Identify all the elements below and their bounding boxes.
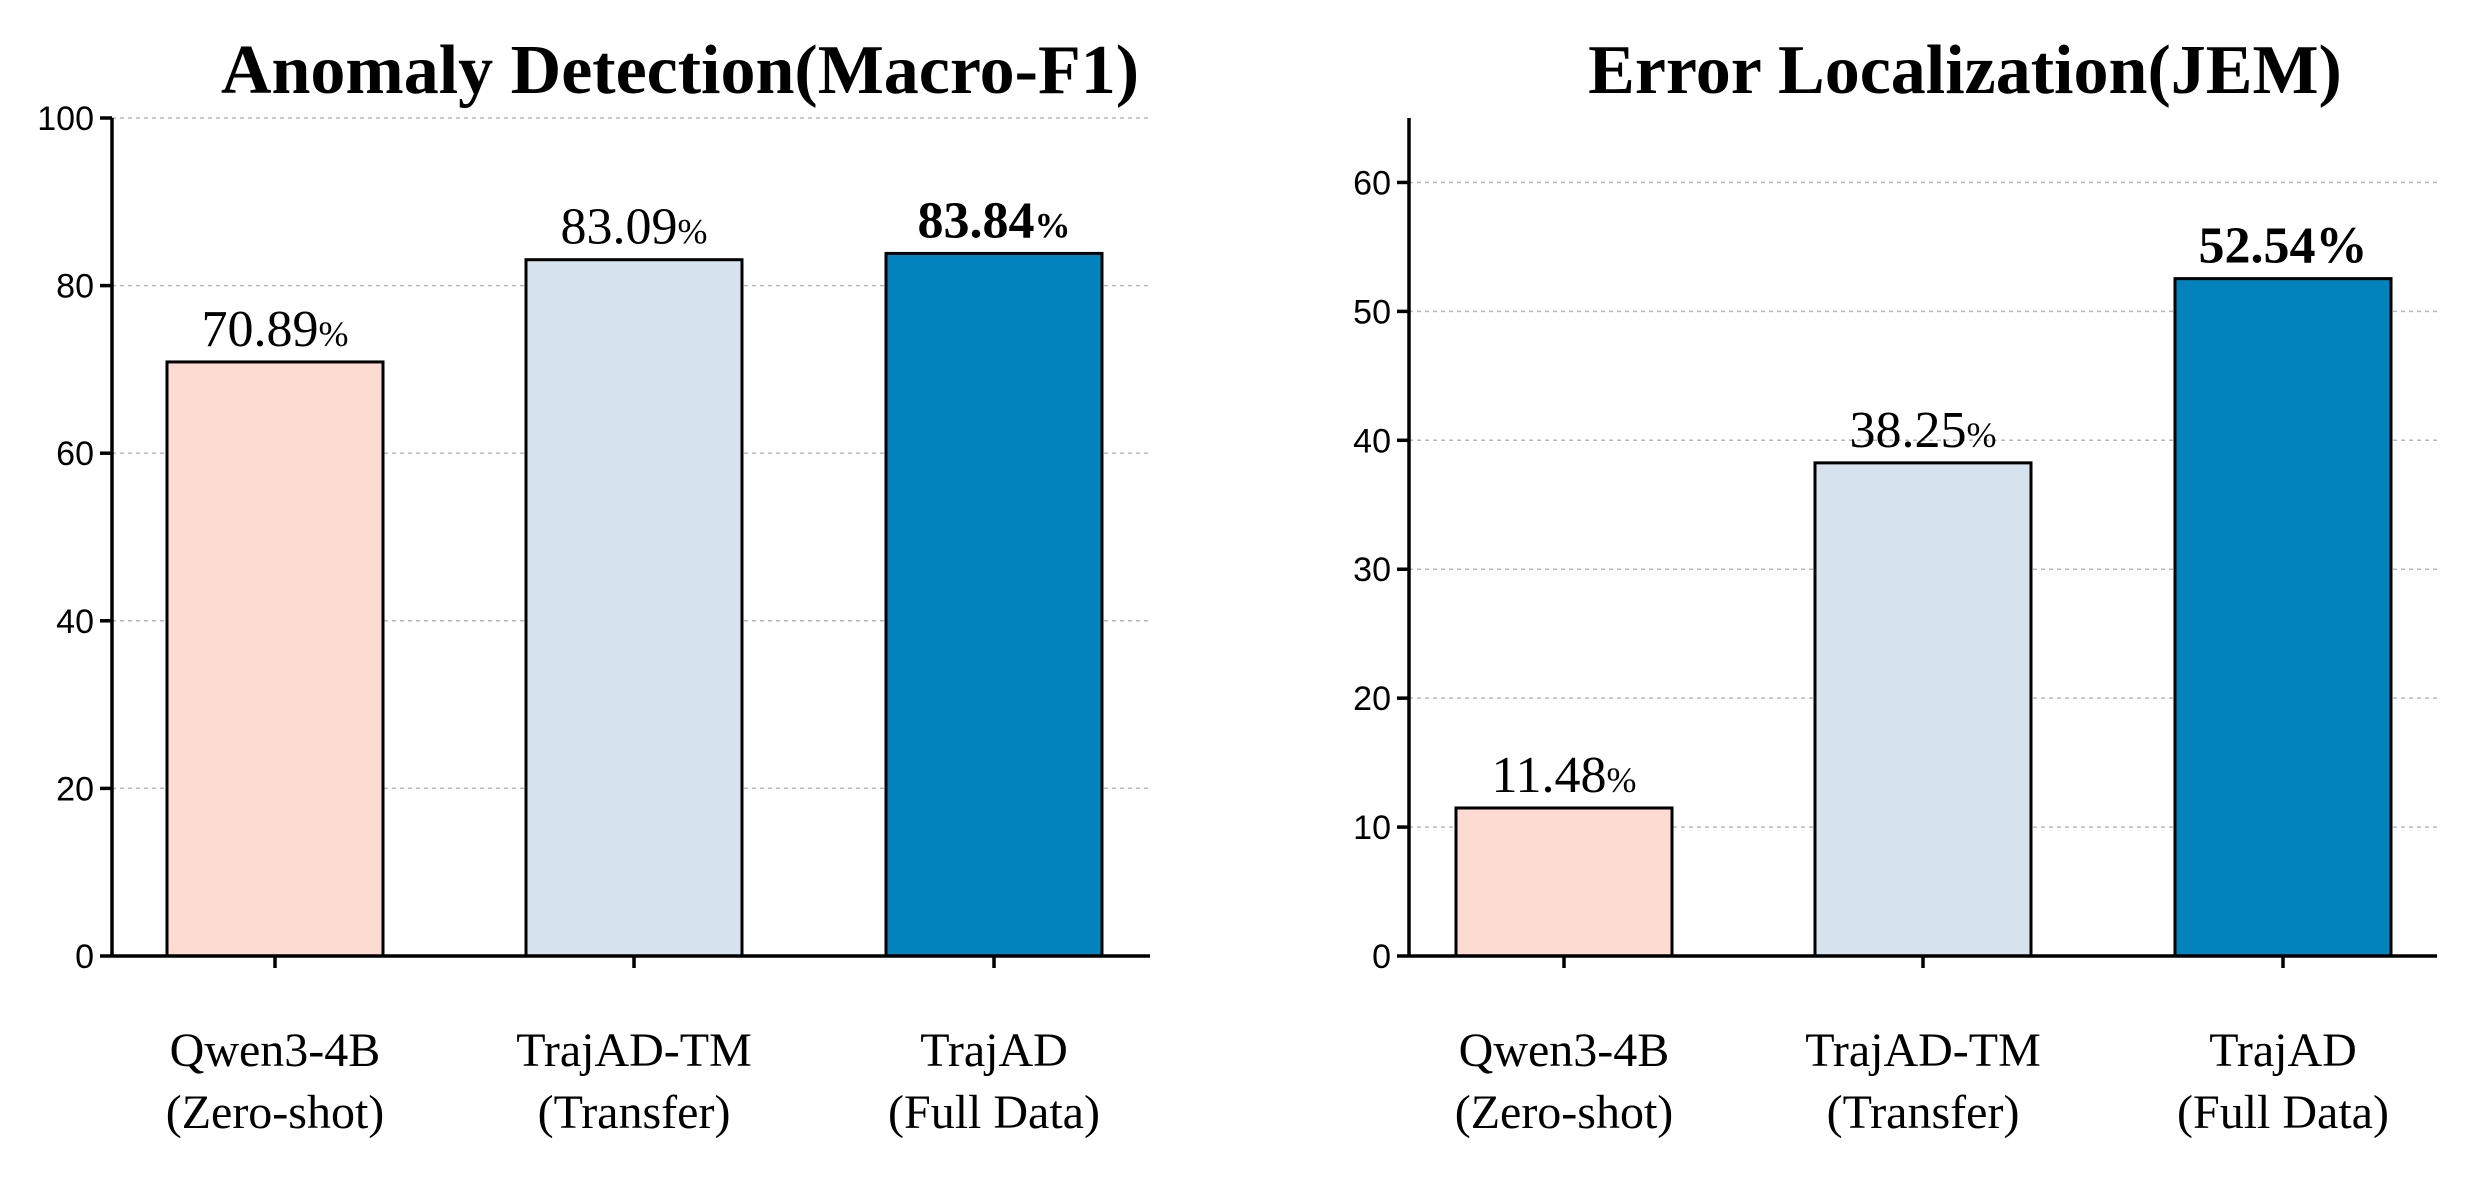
x-tick-label: Qwen3-4B (Zero-shot) <box>166 1024 385 1139</box>
data-label: 11.48% <box>1491 747 1636 804</box>
data-label-value: 38.25 <box>1850 402 1967 459</box>
y-tick-label: 60 <box>56 435 94 473</box>
bar <box>165 360 385 958</box>
x-tick-label-line: (Full Data) <box>2177 1086 2389 1139</box>
x-tick-label-line: (Transfer) <box>1827 1086 2020 1139</box>
chart-panel-1: Anomaly Detection(Macro-F1) 0 20 40 60 80 100 7… <box>37 32 1150 1139</box>
data-label-percent: % <box>678 212 708 252</box>
y-tick-label: 40 <box>1353 422 1391 460</box>
data-label-value: 70.89 <box>202 301 319 358</box>
x-tick-label-line: (Transfer) <box>538 1086 731 1139</box>
x-tick-label-line: Qwen3-4B <box>170 1024 381 1077</box>
data-label-percent: % <box>1607 760 1637 800</box>
chart-title: Error Localization(JEM) <box>1588 32 2342 109</box>
y-tick-label: 20 <box>56 770 94 808</box>
bar <box>524 258 744 958</box>
x-tick-label: TrajAD (Full Data) <box>2177 1024 2389 1139</box>
bar <box>2173 277 2393 958</box>
y-tick-label: 50 <box>1353 293 1391 331</box>
x-tick-label: TrajAD (Full Data) <box>888 1024 1100 1139</box>
data-label-percent: % <box>1035 205 1071 245</box>
data-label-value: 83.09 <box>561 199 678 256</box>
data-label-percent: % <box>1967 415 1997 455</box>
chart-panel-2: Error Localization(JEM) 0 10 20 30 40 50 60 11.4… <box>1353 32 2437 1139</box>
data-label: 52.54% <box>2199 218 2368 275</box>
bar <box>1454 806 1674 958</box>
y-tick-label: 30 <box>1353 551 1391 589</box>
x-tick-label-line: (Zero-shot) <box>1455 1086 1674 1139</box>
x-tick-label-line: (Zero-shot) <box>166 1086 385 1139</box>
bar <box>1813 461 2033 958</box>
data-label: 83.09% <box>561 199 708 256</box>
x-tick-label-line: TrajAD <box>920 1024 1068 1077</box>
y-tick-label: 80 <box>56 268 94 306</box>
data-label-percent: % <box>319 314 349 354</box>
y-tick-label: 20 <box>1353 680 1391 718</box>
x-tick-label-line: TrajAD <box>2209 1024 2357 1077</box>
x-tick-label: TrajAD-TM (Transfer) <box>1805 1024 2041 1139</box>
x-tick-label-line: Qwen3-4B <box>1459 1024 1670 1077</box>
y-tick-label: 100 <box>37 100 94 138</box>
data-label: 38.25% <box>1850 402 1997 459</box>
y-tick-label: 0 <box>75 938 94 976</box>
data-label-value: 83.84 <box>918 192 1035 249</box>
x-tick-label-line: (Full Data) <box>888 1086 1100 1139</box>
data-label: 83.84% <box>918 192 1071 249</box>
data-label-value: 52.54% <box>2199 218 2368 275</box>
y-tick-label: 40 <box>56 603 94 641</box>
y-tick-label: 60 <box>1353 164 1391 202</box>
bar <box>884 251 1104 958</box>
y-tick-label: 0 <box>1372 938 1391 976</box>
y-tick-label: 10 <box>1353 809 1391 847</box>
x-tick-label: Qwen3-4B (Zero-shot) <box>1455 1024 1674 1139</box>
x-tick-label-line: TrajAD-TM <box>516 1024 752 1077</box>
x-tick-label: TrajAD-TM (Transfer) <box>516 1024 752 1139</box>
data-label: 70.89% <box>202 301 349 358</box>
data-label-value: 11.48 <box>1491 747 1606 804</box>
x-tick-label-line: TrajAD-TM <box>1805 1024 2041 1077</box>
chart-title: Anomaly Detection(Macro-F1) <box>221 32 1139 109</box>
